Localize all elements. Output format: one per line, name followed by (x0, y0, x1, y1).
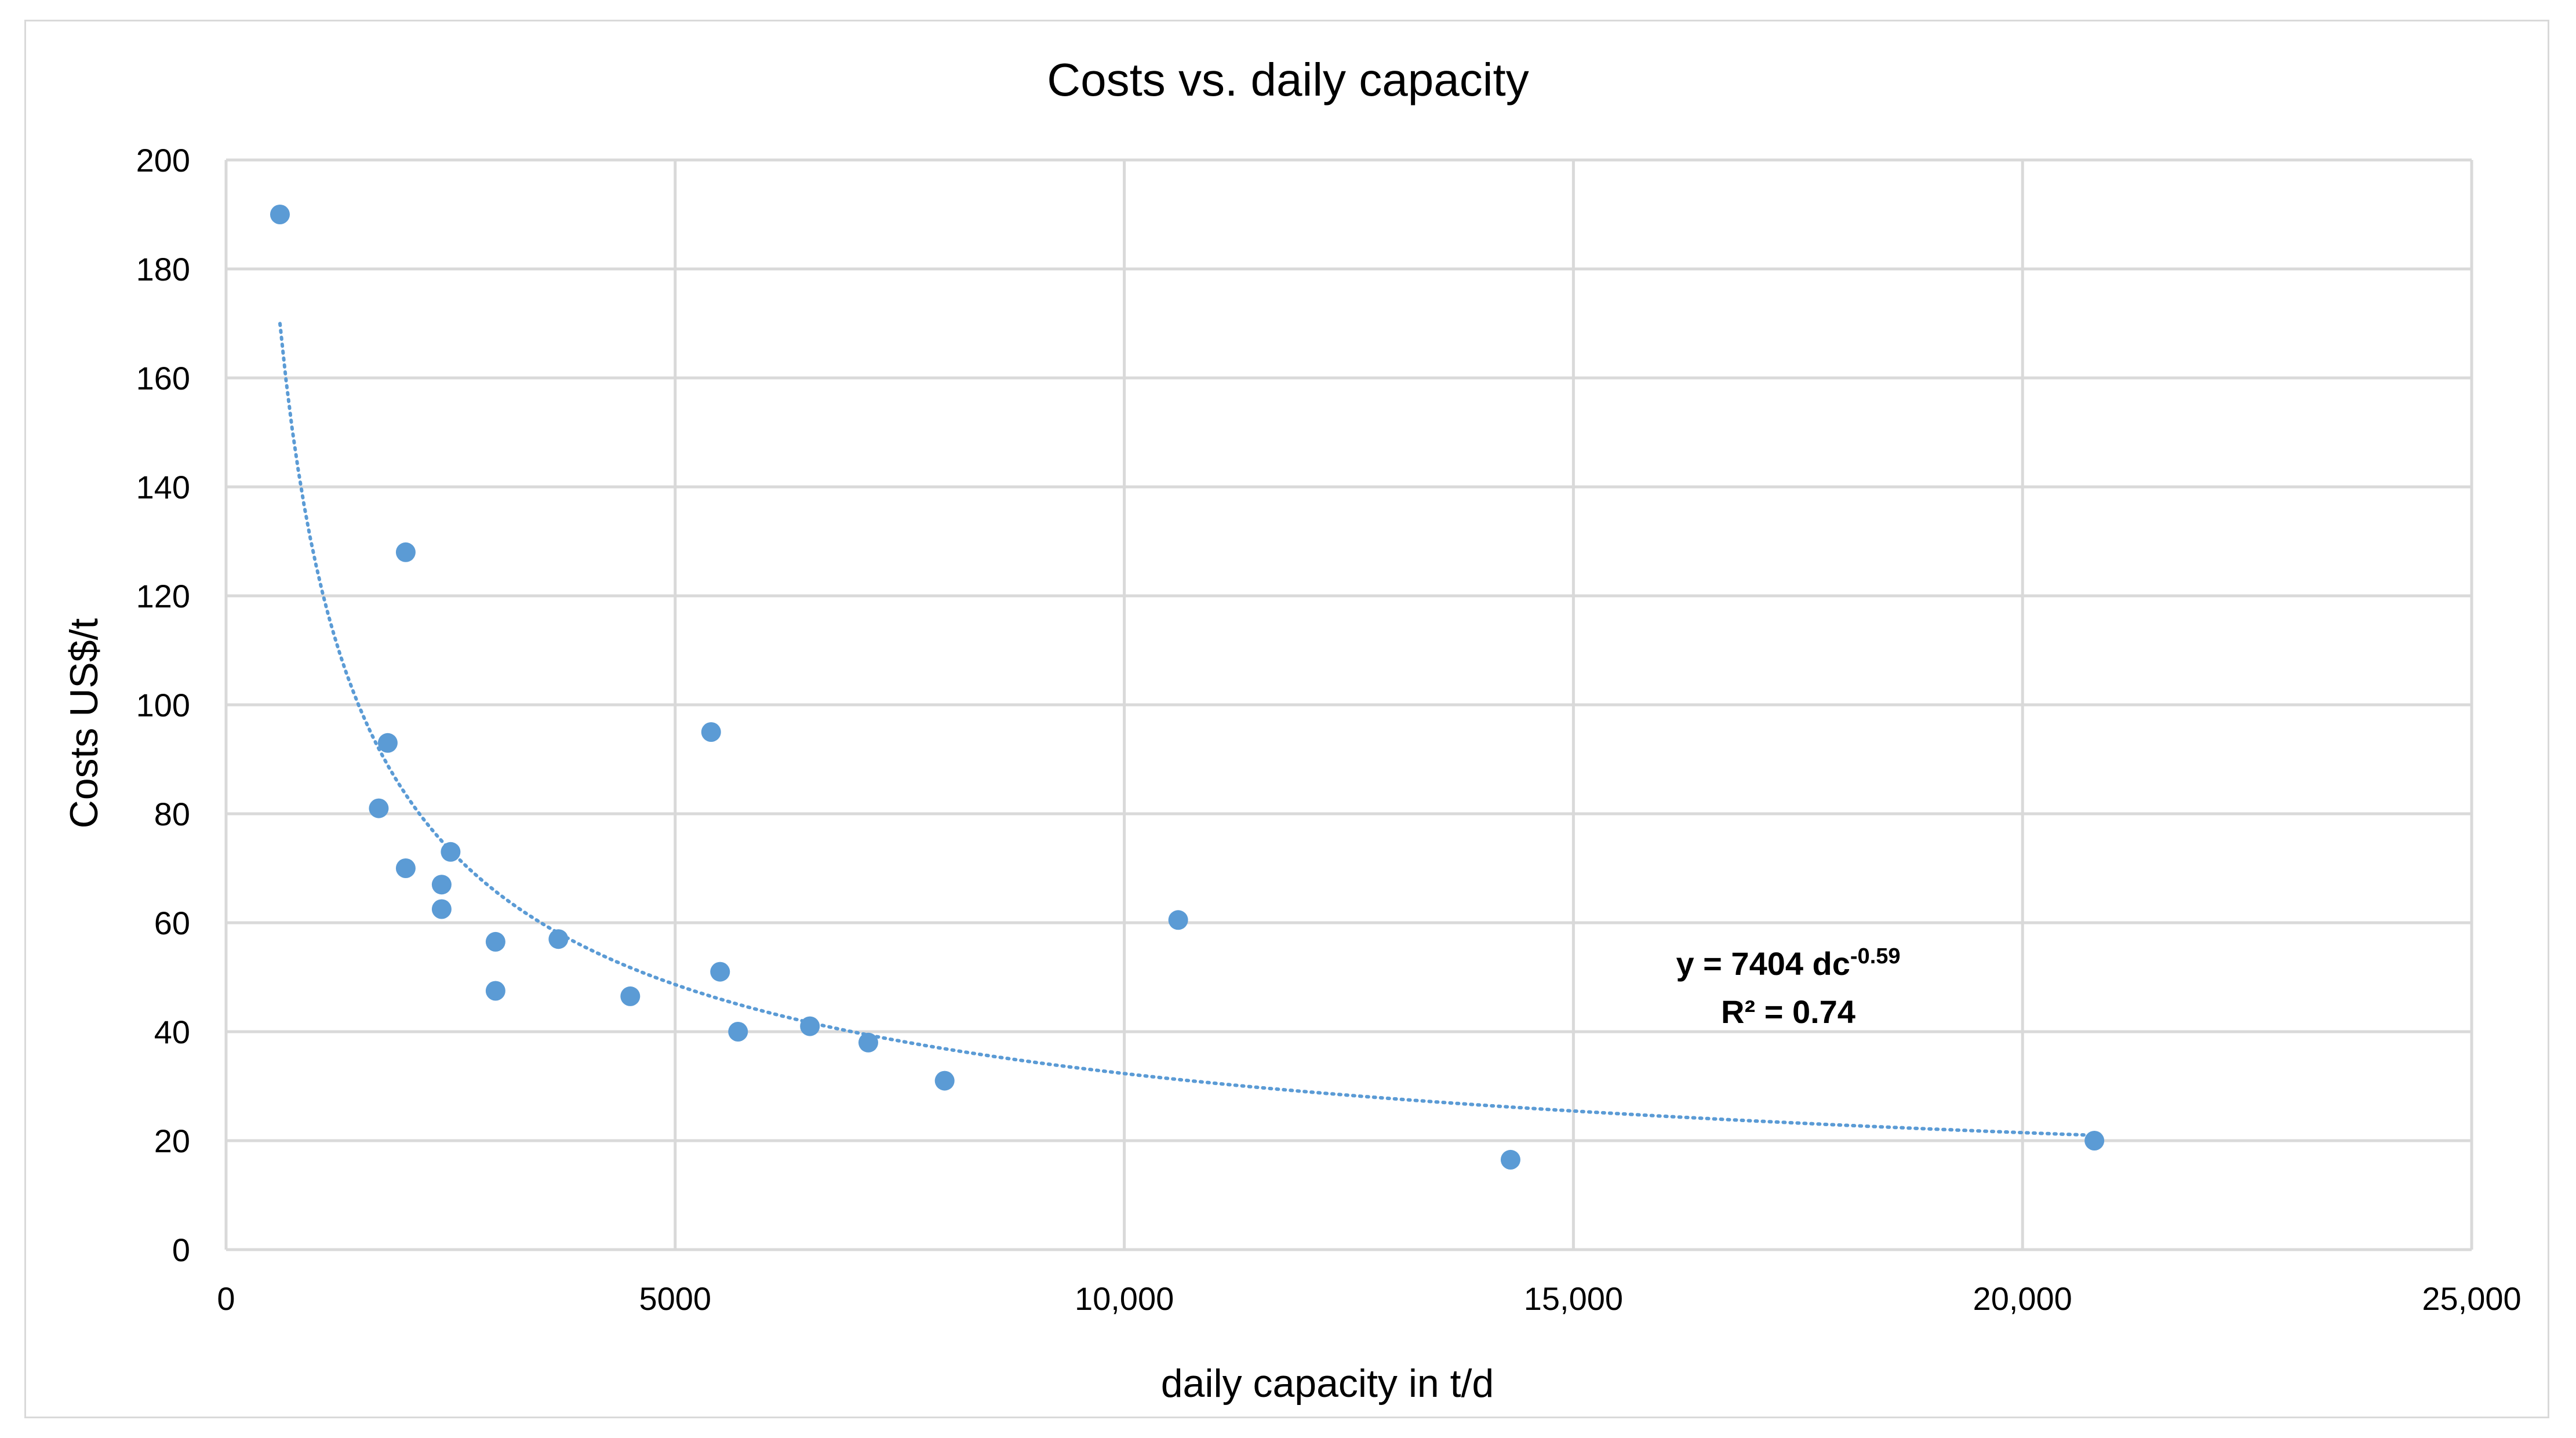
y-tick-label: 100 (136, 687, 190, 723)
data-point (395, 858, 416, 878)
y-tick-label: 200 (136, 142, 190, 179)
y-tick-label: 20 (154, 1123, 190, 1159)
data-point (377, 733, 398, 753)
trendline-equation-base: y = 7404 dc (1676, 945, 1850, 982)
y-axis-ticks: 0 20 40 60 80 100 120 140 160 180 200 (136, 142, 190, 1268)
power-trendline (278, 322, 2097, 1137)
data-point (441, 842, 461, 862)
x-tick-label: 20,000 (1973, 1280, 2072, 1317)
x-axis-title: daily capacity in t/d (1161, 1361, 1494, 1406)
data-point (1500, 1149, 1520, 1170)
data-point (2084, 1131, 2105, 1151)
data-point (431, 875, 452, 895)
trendline-equation: y = 7404 dc-0.59 (1676, 944, 1900, 982)
data-point (620, 986, 641, 1006)
data-point (800, 1016, 820, 1036)
x-tick-label: 15,000 (1524, 1280, 1623, 1317)
data-point (369, 798, 389, 818)
data-point (485, 981, 505, 1001)
data-point (728, 1022, 748, 1042)
gridlines (224, 158, 2473, 1251)
x-tick-label: 25,000 (2422, 1280, 2521, 1317)
data-point (934, 1071, 955, 1091)
y-tick-label: 0 (172, 1232, 190, 1268)
y-axis-title: Costs US$/t (62, 618, 106, 829)
x-tick-label: 0 (217, 1280, 235, 1317)
trendline-equation-exponent: -0.59 (1850, 944, 1901, 969)
x-tick-label: 5000 (639, 1280, 712, 1317)
y-tick-label: 180 (136, 251, 190, 287)
y-tick-label: 80 (154, 796, 190, 832)
x-tick-label: 10,000 (1075, 1280, 1174, 1317)
data-point (395, 542, 416, 562)
data-point (1168, 910, 1188, 930)
data-point (701, 722, 721, 742)
y-tick-label: 40 (154, 1014, 190, 1050)
data-point (858, 1032, 878, 1053)
data-point (710, 962, 730, 982)
y-tick-label: 60 (154, 905, 190, 941)
data-point (431, 899, 452, 919)
data-point (485, 931, 505, 952)
x-axis-ticks: 0 5000 10,000 15,000 20,000 25,000 (217, 1280, 2521, 1317)
y-tick-label: 120 (136, 578, 190, 614)
chart-title: Costs vs. daily capacity (1047, 54, 1529, 105)
data-points (270, 205, 2105, 1170)
y-tick-label: 160 (136, 360, 190, 396)
y-tick-label: 140 (136, 469, 190, 505)
data-point (548, 929, 569, 949)
r-squared-label: R² = 0.74 (1721, 993, 1855, 1030)
data-point (270, 205, 290, 224)
chart-frame (24, 20, 2549, 1418)
